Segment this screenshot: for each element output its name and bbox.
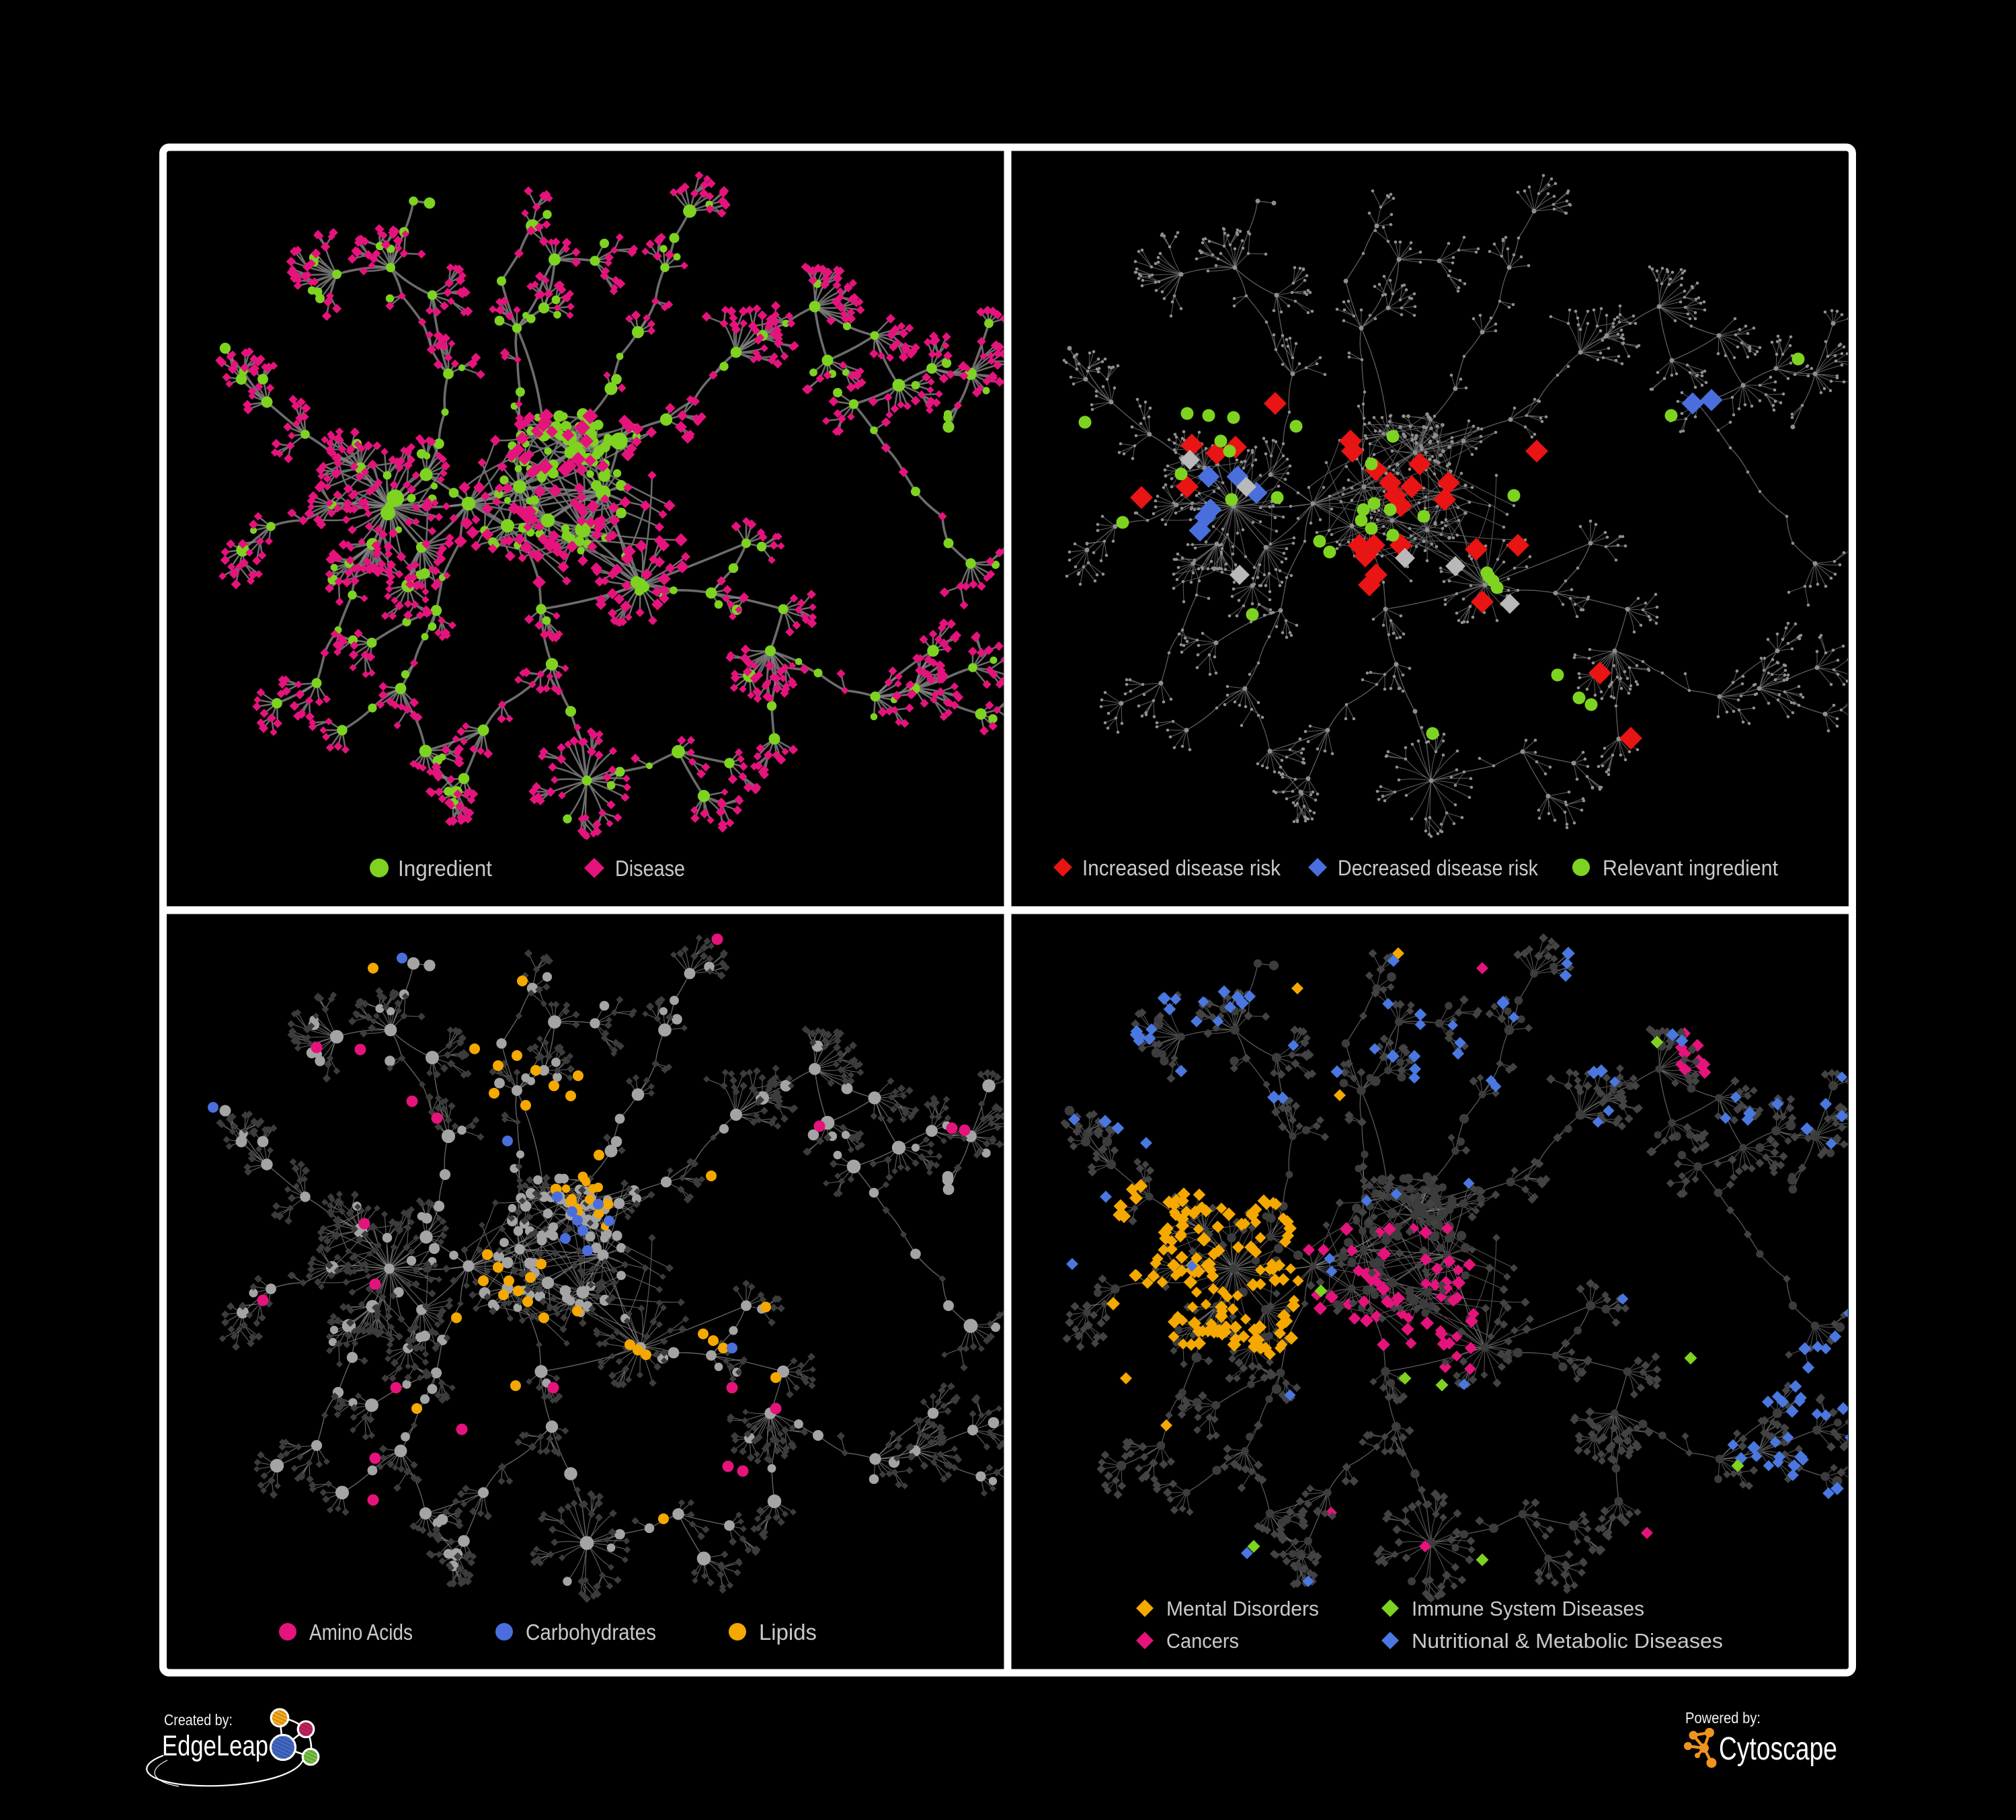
svg-text:Immune System Diseases: Immune System Diseases	[1412, 1597, 1644, 1620]
svg-text:Increased disease risk: Increased disease risk	[1082, 856, 1281, 880]
svg-text:Cancers: Cancers	[1166, 1629, 1239, 1653]
svg-text:Relevant ingredient: Relevant ingredient	[1603, 856, 1778, 880]
svg-text:Disease: Disease	[615, 856, 685, 881]
svg-text:Powered by:: Powered by:	[1685, 1709, 1761, 1727]
svg-text:Carbohydrates: Carbohydrates	[526, 1620, 656, 1645]
svg-text:Amino Acids: Amino Acids	[309, 1620, 413, 1645]
svg-text:EdgeLeap: EdgeLeap	[162, 1730, 268, 1762]
svg-text:Cytoscape: Cytoscape	[1719, 1731, 1837, 1767]
svg-text:Nutritional & Metabolic Diseas: Nutritional & Metabolic Diseases	[1412, 1629, 1723, 1653]
svg-text:Created by:: Created by:	[164, 1711, 233, 1729]
svg-text:Lipids: Lipids	[759, 1620, 817, 1645]
svg-text:Mental Disorders: Mental Disorders	[1166, 1597, 1319, 1620]
svg-text:Decreased disease risk: Decreased disease risk	[1338, 856, 1539, 880]
svg-text:Ingredient: Ingredient	[398, 856, 492, 881]
